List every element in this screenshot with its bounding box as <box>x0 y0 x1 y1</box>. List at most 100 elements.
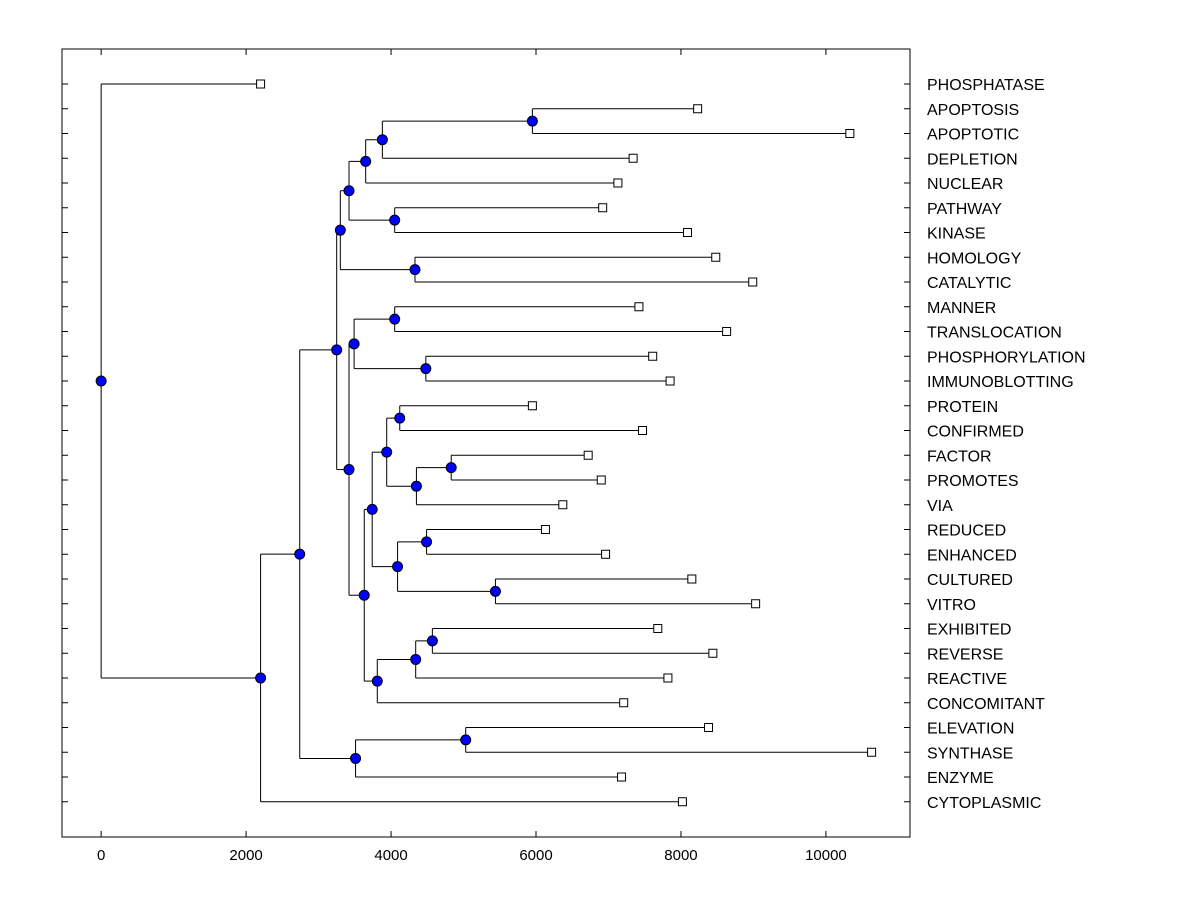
cluster-node <box>366 503 378 515</box>
leaf-label: IMMUNOBLOTTING <box>927 374 1074 391</box>
leaf-marker <box>601 549 611 559</box>
leaf-marker <box>711 252 721 262</box>
cluster-node <box>331 344 343 356</box>
leaf-marker <box>693 104 703 114</box>
leaf-marker <box>708 648 718 658</box>
cluster-node <box>389 214 401 226</box>
leaf-marker <box>663 673 673 683</box>
cluster-node <box>343 464 355 476</box>
leaf-marker <box>665 376 675 386</box>
cluster-node <box>350 752 362 764</box>
dendrogram-leaves <box>256 79 877 807</box>
cluster-node <box>426 635 438 647</box>
leaf-marker <box>613 178 623 188</box>
leaf-label: HOMOLOGY <box>927 250 1022 267</box>
leaf-label: TRANSLOCATION <box>927 325 1062 342</box>
leaf-marker <box>722 327 732 336</box>
dendrogram-nodes <box>95 115 538 764</box>
plot-frame <box>61 48 911 838</box>
x-tick-label: 6000 <box>519 847 552 864</box>
leaf-marker <box>653 624 663 633</box>
leaf-marker <box>682 228 692 237</box>
leaf-label: PATHWAY <box>927 201 1002 218</box>
leaf-marker <box>677 797 687 807</box>
leaf-marker <box>748 277 758 287</box>
leaf-label: CONFIRMED <box>927 424 1024 441</box>
cluster-node <box>394 412 406 424</box>
cluster-node <box>460 734 472 746</box>
leaf-label: MANNER <box>927 300 996 317</box>
cluster-node <box>489 585 501 597</box>
leaf-label: FACTOR <box>927 448 992 465</box>
leaf-label: ENHANCED <box>927 547 1017 564</box>
cluster-node <box>526 115 538 127</box>
cluster-node <box>410 480 422 492</box>
leaf-label: CATALYTIC <box>927 275 1011 292</box>
cluster-node <box>348 338 360 350</box>
x-tick-label: 8000 <box>664 847 697 864</box>
leaf-marker <box>619 698 629 708</box>
leaf-marker <box>540 525 550 534</box>
leaf-marker <box>648 351 658 361</box>
leaf-label: VITRO <box>927 597 976 614</box>
leaf-marker <box>558 500 568 510</box>
leaf-label: APOPTOSIS <box>927 102 1019 119</box>
axis-ticks: 0 2000 4000 6000 8000 10000 <box>62 49 910 864</box>
leaf-marker <box>634 302 644 312</box>
x-tick-label: 0 <box>97 847 105 864</box>
dendrogram-branches <box>100 83 872 803</box>
leaf-marker <box>527 401 537 411</box>
cluster-node <box>294 548 306 560</box>
cluster-node <box>381 446 393 458</box>
cluster-node <box>389 313 401 325</box>
leaf-label: CONCOMITANT <box>927 696 1045 713</box>
leaf-label: ENZYME <box>927 770 994 787</box>
cluster-node <box>95 375 107 387</box>
x-tick-label: 10000 <box>805 847 847 864</box>
leaf-label: PHOSPHORYLATION <box>927 349 1086 366</box>
leaf-label: REDUCED <box>927 523 1006 540</box>
leaf-marker <box>596 475 606 485</box>
leaf-labels: PHOSPHATASE APOPTOSIS APOPTOTIC DEPLETION NU… <box>927 77 1086 812</box>
leaf-label: EXHIBITED <box>927 622 1011 639</box>
x-tick-label: 2000 <box>229 847 262 864</box>
cluster-node <box>445 462 457 474</box>
leaf-label: PROTEIN <box>927 399 998 416</box>
leaf-label: REACTIVE <box>927 671 1007 688</box>
cluster-node <box>409 264 421 276</box>
leaf-label: PHOSPHATASE <box>927 77 1045 94</box>
leaf-marker <box>598 203 608 213</box>
leaf-marker <box>638 426 648 435</box>
cluster-node <box>410 653 422 665</box>
cluster-node <box>255 672 267 684</box>
leaf-label: PROMOTES <box>927 473 1019 490</box>
leaf-label: DEPLETION <box>927 151 1018 168</box>
leaf-marker <box>628 153 638 163</box>
cluster-node <box>420 363 432 375</box>
leaf-label: CULTURED <box>927 572 1013 589</box>
leaf-label: REVERSE <box>927 646 1003 663</box>
leaf-label: CYTOPLASMIC <box>927 795 1041 812</box>
cluster-node <box>392 561 404 573</box>
x-tick-label: 4000 <box>374 847 407 864</box>
leaf-marker <box>256 79 266 89</box>
leaf-marker <box>704 723 714 732</box>
cluster-node <box>421 536 433 548</box>
leaf-label: APOPTOTIC <box>927 127 1019 144</box>
cluster-node <box>371 675 383 687</box>
leaf-label: VIA <box>927 498 953 515</box>
cluster-node <box>358 589 370 601</box>
leaf-marker <box>845 129 855 138</box>
cluster-node <box>343 185 355 197</box>
leaf-label: NUCLEAR <box>927 176 1003 193</box>
leaf-marker <box>867 747 877 757</box>
cluster-node <box>360 155 372 167</box>
cluster-node <box>376 134 388 146</box>
leaf-marker <box>751 599 761 609</box>
leaf-marker <box>583 450 593 460</box>
leaf-label: KINASE <box>927 226 986 243</box>
leaf-marker <box>617 772 627 782</box>
cluster-node <box>334 224 346 236</box>
leaf-label: ELEVATION <box>927 721 1014 738</box>
